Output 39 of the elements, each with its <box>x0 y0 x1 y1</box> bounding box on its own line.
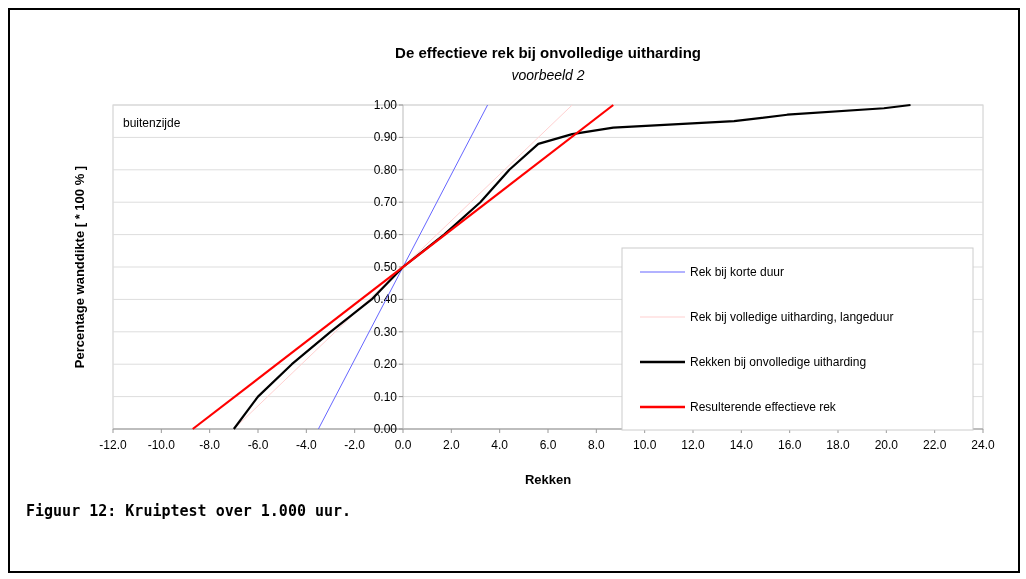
x-tick-label: 22.0 <box>922 438 947 452</box>
x-tick-label: -12.0 <box>99 438 127 452</box>
x-tick-label: 14.0 <box>729 438 754 452</box>
x-tick-label: 16.0 <box>777 438 802 452</box>
legend-label: Rek bij volledige uitharding, langeduur <box>690 310 894 324</box>
x-tick-label: 10.0 <box>632 438 657 452</box>
x-tick-label: -2.0 <box>344 438 366 452</box>
y-tick-label: 0.50 <box>373 260 398 274</box>
x-tick-label: 0.0 <box>394 438 412 452</box>
x-tick-label: -6.0 <box>247 438 269 452</box>
x-tick-label: 4.0 <box>491 438 509 452</box>
y-tick-label: 0.10 <box>373 389 398 404</box>
x-tick-label: -10.0 <box>147 438 176 452</box>
legend-label: Rekken bij onvolledige uitharding <box>690 355 867 369</box>
x-axis-title: Rekken <box>524 472 572 487</box>
y-tick-label: 0.80 <box>373 162 398 177</box>
y-tick-label: 0.00 <box>373 422 398 436</box>
annotation: buitenzijde <box>123 116 181 130</box>
x-tick-label: 12.0 <box>681 438 705 452</box>
y-tick-label: 0.90 <box>373 130 398 145</box>
legend-label: Resulterende effectieve rek <box>690 400 837 414</box>
x-tick-label: 24.0 <box>971 438 995 452</box>
text: Figuur 12: Kruiptest over 1.000 uur. <box>26 502 352 520</box>
x-tick-label: 6.0 <box>539 438 557 452</box>
y-tick-label: 0.30 <box>373 324 398 339</box>
chart-subtitle: voorbeeld 2 <box>511 67 585 83</box>
x-tick-label: -4.0 <box>295 438 317 452</box>
x-tick-label: 20.0 <box>874 438 899 452</box>
chart-title: De effectieve rek bij onvolledige uitharding <box>395 44 701 61</box>
y-tick-label: 0.70 <box>373 195 398 210</box>
y-tick-label: 0.60 <box>373 227 398 242</box>
y-axis-title: Percentage wanddikte [ * 100 % ] <box>72 165 87 369</box>
x-tick-label: 2.0 <box>442 438 460 452</box>
x-tick-label: 8.0 <box>587 438 605 452</box>
y-tick-label: 0.20 <box>373 357 398 372</box>
x-tick-label: -8.0 <box>199 438 221 452</box>
x-tick-label: 18.0 <box>826 438 850 452</box>
legend-label: Rek bij korte duur <box>690 265 785 279</box>
y-tick-label: 1.00 <box>373 98 398 112</box>
